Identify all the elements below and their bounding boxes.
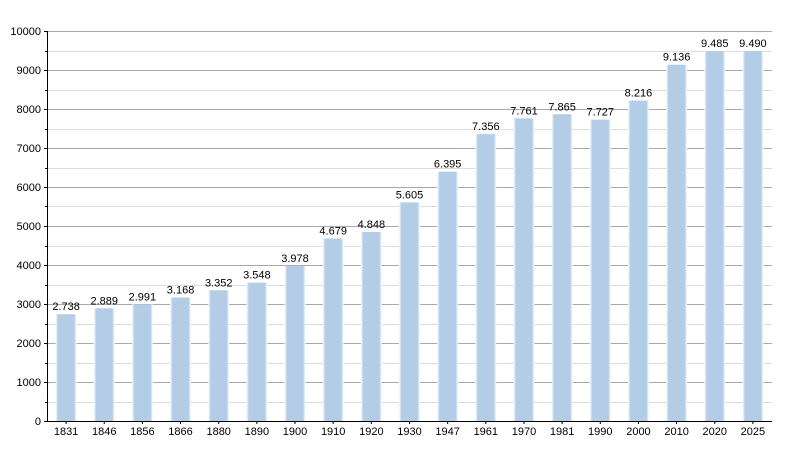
bar-1920: [360, 231, 382, 421]
bar-1990: [589, 119, 611, 422]
data-label-1920: 4.848: [358, 219, 386, 231]
bar-1910: [322, 238, 344, 421]
data-label-2025: 9.490: [739, 38, 767, 50]
bars: [55, 50, 764, 422]
x-tick-label-1930: 1930: [397, 426, 421, 438]
y-tick-label-4000: 4000: [17, 260, 41, 272]
bar-1846: [93, 308, 115, 421]
y-tick-label-8000: 8000: [17, 104, 41, 116]
x-tick-label-1831: 1831: [54, 426, 78, 438]
y-tick-label-3000: 3000: [17, 299, 41, 311]
bar-2020: [704, 51, 726, 421]
x-tick-label-1856: 1856: [130, 426, 154, 438]
data-label-1970: 7.761: [510, 105, 538, 117]
bar-1866: [170, 297, 192, 421]
x-tick-label-1970: 1970: [512, 426, 536, 438]
y-tick-label-0: 0: [35, 416, 41, 428]
y-tick-label-2000: 2000: [17, 338, 41, 350]
x-tick-label-1961: 1961: [474, 426, 498, 438]
data-label-2010: 9.136: [663, 52, 691, 64]
data-label-1910: 4.679: [319, 226, 347, 238]
bar-1970: [513, 118, 535, 421]
data-label-1947: 6.395: [434, 159, 462, 171]
x-tick-label-1981: 1981: [550, 426, 574, 438]
data-label-2020: 9.485: [701, 38, 729, 50]
y-tick-label-1000: 1000: [17, 377, 41, 389]
bar-2000: [627, 100, 649, 421]
x-tick-label-2000: 2000: [626, 426, 650, 438]
bar-2025: [742, 50, 764, 421]
axes: [44, 31, 772, 424]
bar-1856: [131, 304, 153, 421]
x-tick-label-1890: 1890: [245, 426, 269, 438]
data-label-1981: 7.865: [548, 101, 576, 113]
y-tick-label-7000: 7000: [17, 143, 41, 155]
x-tick-label-1990: 1990: [588, 426, 612, 438]
y-tick-label-10000: 10000: [10, 26, 41, 38]
x-tick-label-1947: 1947: [435, 426, 459, 438]
x-tick-label-1910: 1910: [321, 426, 345, 438]
y-tick-label-5000: 5000: [17, 221, 41, 233]
bar-1900: [284, 265, 306, 421]
bar-1831: [55, 314, 77, 421]
data-label-1890: 3.548: [243, 270, 271, 282]
y-tick-label-6000: 6000: [17, 182, 41, 194]
data-label-1856: 2.991: [129, 291, 157, 303]
bar-1880: [208, 290, 230, 421]
x-tick-label-2020: 2020: [703, 426, 727, 438]
data-label-2000: 8.216: [625, 88, 653, 100]
x-tick-label-1920: 1920: [359, 426, 383, 438]
x-tick-label-2010: 2010: [664, 426, 688, 438]
data-label-1900: 3.978: [281, 253, 309, 265]
bar-1930: [399, 202, 420, 421]
data-label-1846: 2.889: [90, 295, 118, 307]
y-tick-label-9000: 9000: [17, 65, 41, 77]
data-label-1930: 5.605: [396, 189, 424, 201]
data-label-1990: 7.727: [587, 107, 615, 119]
data-label-1831: 2.738: [52, 301, 80, 313]
data-label-1880: 3.352: [205, 277, 233, 289]
data-label-1961: 7.356: [472, 121, 500, 133]
bar-1947: [437, 171, 459, 421]
x-tick-label-1880: 1880: [206, 426, 230, 438]
bar-1890: [246, 282, 268, 421]
x-tick-label-1866: 1866: [168, 426, 192, 438]
x-tick-label-1846: 1846: [92, 426, 116, 438]
labels: 2.738 1831 2.889 1846 2.991 1856 3.168 1866 3.35…: [10, 26, 766, 438]
data-label-1866: 3.168: [167, 284, 195, 296]
bar-1961: [475, 134, 497, 421]
bar-1981: [551, 114, 573, 421]
bar-2010: [666, 64, 688, 421]
x-tick-label-1900: 1900: [283, 426, 307, 438]
x-tick-label-2025: 2025: [741, 426, 765, 438]
